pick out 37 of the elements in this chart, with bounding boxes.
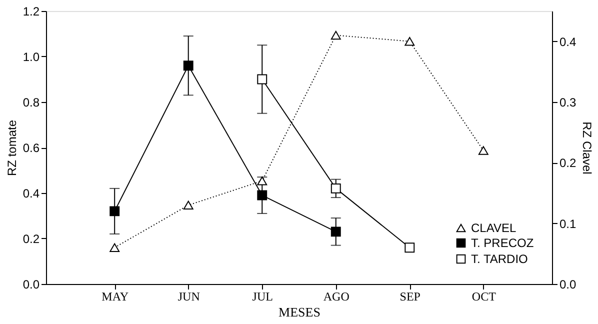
point — [183, 60, 194, 71]
legend-label: CLAVEL — [471, 221, 516, 235]
y-tick-label: 0.2 — [22, 232, 40, 246]
x-tick-label: JUL — [252, 290, 273, 304]
point — [330, 30, 341, 40]
y-tick-label: 0.6 — [22, 141, 40, 155]
y2-tick-label: 0.3 — [560, 96, 577, 110]
y-tick-label: 1.0 — [22, 50, 40, 64]
y-tick-label: 0.4 — [22, 186, 40, 200]
x-tick-label: SEP — [400, 290, 421, 304]
y-tick-label: 0.8 — [22, 96, 40, 110]
legend-label: T. PRECOZ — [471, 236, 534, 250]
x-tick-label: JUN — [178, 290, 200, 304]
y2-tick-label: 0.2 — [560, 156, 577, 170]
point — [330, 226, 341, 237]
x-tick-label: MAY — [102, 290, 129, 304]
legend-label: T. TARDIO — [471, 252, 528, 266]
point — [404, 36, 415, 46]
y2-tick-label: 0.4 — [560, 34, 577, 49]
point — [257, 176, 268, 186]
point — [183, 200, 194, 210]
y-tick-label: 1.2 — [22, 4, 40, 18]
point — [110, 206, 120, 216]
point — [257, 74, 268, 84]
point — [257, 190, 268, 200]
x-tick-label: OCT — [472, 290, 497, 304]
x-tick-label: AGO — [323, 290, 350, 304]
y-axis-title: RZ tomate — [4, 120, 19, 176]
y2-axis-title: RZ Clavel — [580, 122, 594, 174]
point — [330, 183, 341, 194]
point — [110, 243, 120, 252]
y2-tick-label: 0.0 — [560, 278, 577, 292]
point — [478, 146, 488, 155]
x-axis-title: MESES — [278, 304, 320, 320]
y-tick-label: 0.0 — [22, 278, 40, 292]
point — [404, 242, 415, 253]
y2-tick-label: 0.1 — [560, 216, 577, 231]
